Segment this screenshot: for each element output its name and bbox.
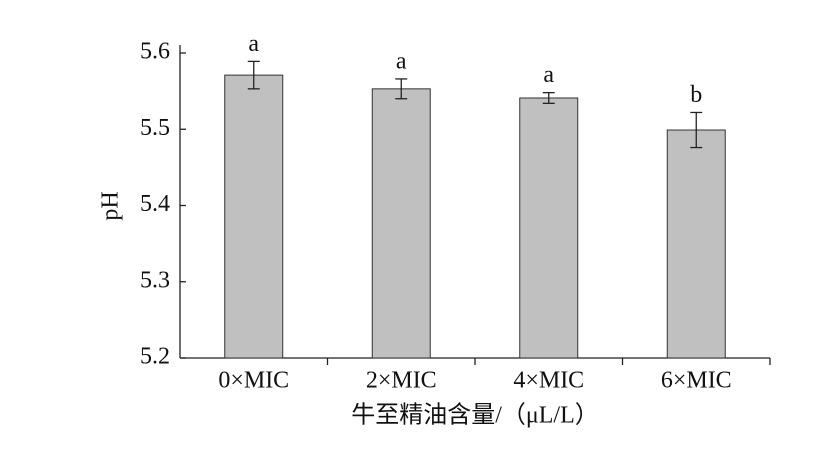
y-tick-label: 5.3 <box>140 267 170 293</box>
y-tick-label: 5.5 <box>140 115 170 141</box>
y-axis-title: pH <box>98 191 124 220</box>
bar <box>224 74 284 359</box>
significance-letter: a <box>543 62 554 88</box>
significance-letter: a <box>248 31 259 57</box>
x-tick-label: 0×MIC <box>218 368 289 394</box>
y-tick-label: 5.6 <box>140 39 170 65</box>
error-bar <box>690 111 703 149</box>
significance-letter: b <box>690 82 702 108</box>
bar <box>519 97 579 359</box>
bar <box>666 129 726 359</box>
y-tick-label: 5.4 <box>140 191 170 217</box>
x-axis-title: 牛至精油含量/（μL/L） <box>351 402 599 429</box>
y-tick-label: 5.2 <box>140 344 170 370</box>
significance-letter: a <box>396 48 407 74</box>
x-tick-label: 6×MIC <box>661 368 732 394</box>
bar <box>371 88 431 359</box>
error-bar <box>542 92 555 104</box>
x-tick-label: 2×MIC <box>366 368 437 394</box>
error-bar <box>395 78 408 100</box>
x-tick-label: 4×MIC <box>513 368 584 394</box>
error-bar <box>247 60 260 90</box>
